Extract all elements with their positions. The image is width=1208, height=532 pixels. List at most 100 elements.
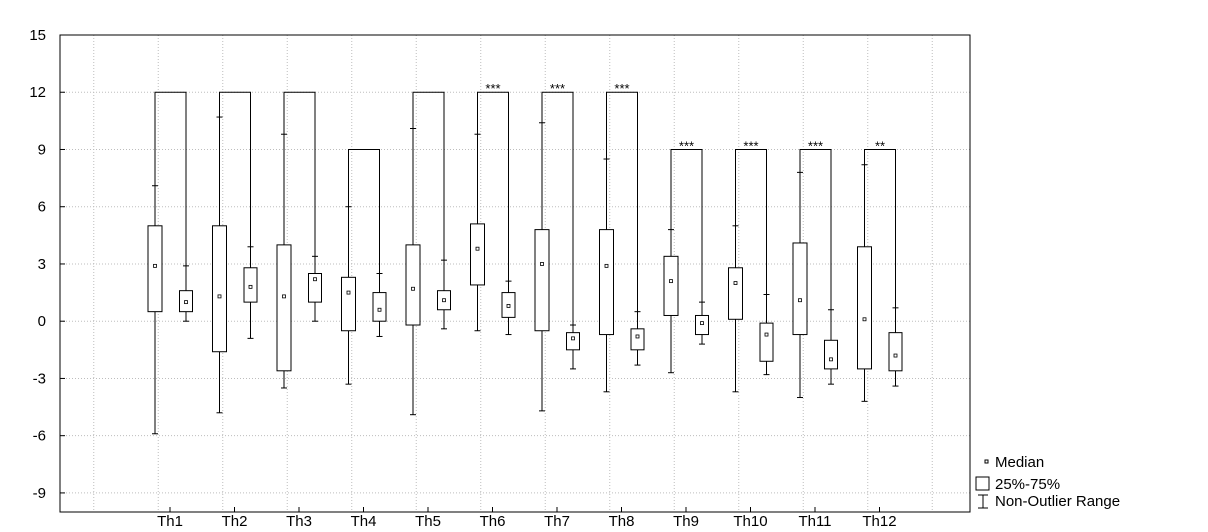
x-tick-label: Th1: [157, 513, 183, 527]
legend-range-marker: [978, 494, 988, 509]
iqr-box: [470, 223, 485, 286]
y-tick-label: 0: [38, 313, 46, 330]
x-tick-label: Th12: [862, 513, 896, 527]
legend-median-label: Median: [995, 454, 1044, 471]
iqr-box: [276, 244, 292, 372]
median-marker: [893, 353, 898, 358]
x-tick-label: Th11: [798, 513, 831, 527]
x-tick-label: Th6: [480, 513, 506, 527]
significance-label: **: [875, 138, 885, 153]
iqr-box: [792, 242, 808, 336]
median-marker: [475, 246, 480, 251]
median-marker: [604, 263, 609, 268]
box-Th4-b: [372, 273, 387, 337]
median-marker: [635, 334, 640, 339]
iqr-box: [341, 276, 356, 332]
y-axis: 15 12 9 6 3 0 -3 -6 -9: [29, 27, 65, 502]
x-tick-label: Th8: [609, 513, 635, 527]
box-Th7-b: [566, 324, 580, 370]
legend-box-marker: [975, 476, 990, 491]
median-marker: [506, 304, 511, 308]
box-layer: [147, 116, 903, 435]
iqr-box: [308, 273, 322, 303]
median-marker: [540, 262, 544, 266]
box-Th4-a: [341, 206, 356, 385]
box-Th12-b: [888, 307, 903, 387]
box-Th1-b: [179, 265, 193, 322]
iqr-box: [663, 255, 679, 316]
box-Th5-b: [437, 259, 451, 330]
y-tick-label: 15: [29, 27, 46, 44]
median-marker: [346, 290, 351, 295]
iqr-box: [405, 244, 421, 326]
box-Th2-b: [243, 246, 258, 339]
box-Th6-b: [501, 280, 516, 336]
y-tick-label: 9: [38, 141, 46, 158]
x-tick-label: Th10: [733, 513, 767, 527]
box-Th11-b: [824, 309, 838, 385]
box-Th1-a: [147, 185, 163, 435]
y-tick-label: -3: [33, 370, 46, 387]
bracket-line: [154, 91, 187, 291]
median-marker: [764, 332, 769, 337]
box-Th10-b: [759, 293, 774, 376]
iqr-box: [599, 229, 614, 336]
x-tick-label: Th9: [673, 513, 699, 527]
significance-label: ***: [614, 81, 629, 96]
iqr-box: [243, 267, 258, 303]
x-tick-label: Th5: [415, 513, 441, 527]
plot-frame: [59, 34, 971, 513]
median-marker: [829, 357, 833, 362]
box-Th10-a: [728, 225, 743, 393]
median-marker: [733, 281, 738, 285]
box-Th6-a: [470, 133, 485, 332]
median-marker: [248, 284, 253, 289]
median-marker: [184, 300, 188, 305]
bracket-line: [735, 148, 767, 324]
iqr-box: [630, 328, 645, 351]
y-tick-label: -6: [33, 428, 46, 445]
x-tick-label: Th4: [351, 513, 377, 527]
iqr-box: [147, 225, 163, 313]
median-marker: [313, 277, 317, 282]
significance-label: ***: [550, 81, 565, 96]
legend-range-label: Non-Outlier Range: [995, 493, 1120, 510]
x-axis: Th1 Th2 Th3 Th4 Th5 Th6 Th7 Th8 Th9 Th10 Th11 Th12: [157, 507, 897, 530]
iqr-box: [372, 292, 387, 322]
median-marker: [442, 298, 446, 303]
iqr-box: [759, 322, 774, 362]
box-Th8-a: [599, 158, 614, 393]
median-marker: [217, 294, 222, 299]
legend: Median 25%-75% Non-Outlier Range: [975, 454, 1120, 510]
x-tick-label: Th3: [286, 513, 312, 527]
median-marker: [411, 286, 415, 291]
iqr-box: [212, 225, 227, 353]
median-marker: [377, 307, 382, 312]
iqr-box: [857, 246, 872, 370]
bracket-Th10: ***: [735, 138, 767, 324]
box-Th3-b: [308, 255, 322, 322]
median-marker: [862, 317, 867, 322]
significance-label: ***: [679, 138, 694, 153]
box-Th3-a: [276, 133, 292, 389]
x-tick-label: Th2: [222, 513, 248, 527]
box-Th7-a: [534, 122, 550, 412]
legend-median-marker: [984, 459, 989, 464]
significance-label: ***: [808, 138, 823, 153]
median-marker: [669, 279, 673, 284]
box-Th12-a: [857, 164, 872, 402]
bracket-Th1: [154, 91, 187, 291]
median-marker: [571, 336, 575, 341]
bracket-line: [670, 148, 703, 316]
bracket-Th9: ***: [670, 138, 703, 316]
iqr-box: [888, 332, 903, 372]
box-Th11-a: [792, 171, 808, 399]
median-marker: [700, 321, 704, 326]
iqr-box: [695, 314, 709, 336]
iqr-box: [534, 229, 550, 332]
y-tick-label: 6: [38, 199, 46, 216]
median-marker: [153, 263, 157, 268]
median-marker: [282, 294, 286, 299]
iqr-box: [728, 267, 743, 320]
significance-label: ***: [743, 138, 758, 153]
